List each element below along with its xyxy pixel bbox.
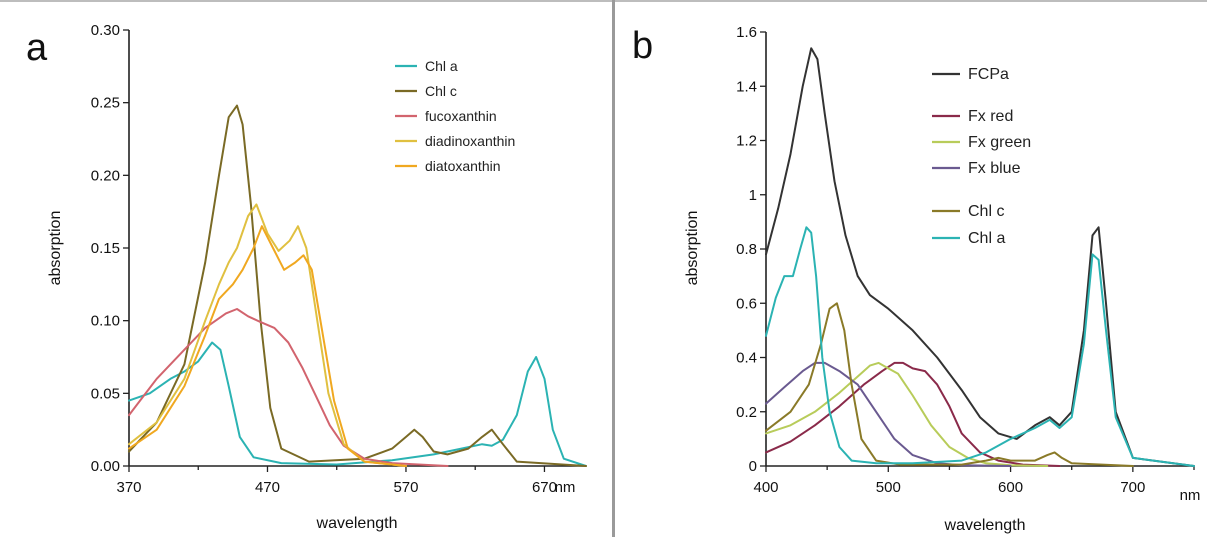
- y-tick-label: 0.15: [91, 240, 120, 257]
- y-tick-label: 0.2: [736, 404, 757, 421]
- y-tick-label: 0.6: [736, 295, 757, 312]
- x-tick-label: 370: [116, 479, 141, 496]
- x-tick-label: 400: [753, 479, 778, 496]
- series-line-diadinoxanthin: [128, 203, 407, 467]
- legend-label: fucoxanthin: [425, 108, 497, 124]
- panel-divider: [612, 0, 615, 537]
- panel-letter: a: [26, 27, 48, 69]
- legend-label: Chl a: [425, 58, 458, 74]
- legend-label: Chl c: [425, 83, 457, 99]
- series-group: [128, 104, 587, 467]
- x-unit-label: nm: [1180, 487, 1201, 504]
- x-tick-label: 670: [532, 479, 557, 496]
- legend-label: Fx red: [968, 108, 1013, 125]
- series-group: [765, 47, 1195, 467]
- series-line-chl-a: [128, 341, 587, 467]
- series-line-fx-blue: [765, 361, 1012, 467]
- x-tick-label: 570: [393, 479, 418, 496]
- panel-b: b 0 0.2 0.4 0.6 0.8 1 1.2 1.4 1.6 400 500 600 700 nm wa…: [632, 24, 1200, 534]
- legend: Chl a Chl c fucoxanthin diadinoxanthin diato…: [395, 58, 515, 174]
- series-line-chl-c: [765, 302, 1134, 467]
- series-line-fx-green: [765, 361, 1049, 467]
- y-tick-label: 0.25: [91, 95, 120, 112]
- legend-label: Chl c: [968, 203, 1004, 220]
- y-tick-label: 0.30: [91, 22, 120, 39]
- x-unit-label: nm: [555, 479, 576, 496]
- y-tick-label: 0.4: [736, 350, 757, 367]
- series-line-chl-a: [765, 226, 1195, 467]
- y-tick-label: 0.00: [91, 458, 120, 475]
- series-line-chl-c: [128, 104, 587, 467]
- y-tick-label: 1: [749, 187, 757, 204]
- x-tick-label: 500: [876, 479, 901, 496]
- legend-label: diatoxanthin: [425, 158, 501, 174]
- series-line-fx-red: [765, 361, 1061, 467]
- series-line-diatoxanthin: [128, 225, 407, 467]
- legend-label: Fx green: [968, 134, 1031, 151]
- y-axis-title: absorption: [684, 211, 701, 286]
- legend-label: Chl a: [968, 230, 1005, 247]
- y-tick-label: 0.10: [91, 313, 120, 330]
- x-tick-label: 700: [1120, 479, 1145, 496]
- y-tick-label: 0.05: [91, 385, 120, 402]
- series-line-fcpa: [765, 47, 1195, 467]
- y-axis-title: absorption: [47, 211, 64, 286]
- legend-label: diadinoxanthin: [425, 133, 515, 149]
- figure-top-border: [0, 0, 1207, 2]
- y-tick-label: 0: [749, 458, 757, 475]
- x-axis-title: wavelength: [316, 515, 398, 532]
- y-tick-label: 0.20: [91, 167, 120, 184]
- panel-letter: b: [632, 25, 653, 67]
- legend-label: Fx blue: [968, 160, 1021, 177]
- x-tick-label: 600: [998, 479, 1023, 496]
- x-axis-title: wavelength: [944, 517, 1026, 534]
- y-tick-label: 1.4: [736, 78, 757, 95]
- y-tick-label: 0.8: [736, 241, 757, 258]
- y-tick-label: 1.2: [736, 133, 757, 150]
- panel-a: a 0.00 0.05 0.10 0.15 0.20 0.25 0.30 370 470 570 67…: [26, 22, 587, 532]
- x-tick-label: 470: [255, 479, 280, 496]
- legend-label: FCPa: [968, 66, 1009, 83]
- y-tick-label: 1.6: [736, 24, 757, 41]
- legend: FCPa Fx red Fx green Fx blue Chl c Chl a: [932, 66, 1031, 247]
